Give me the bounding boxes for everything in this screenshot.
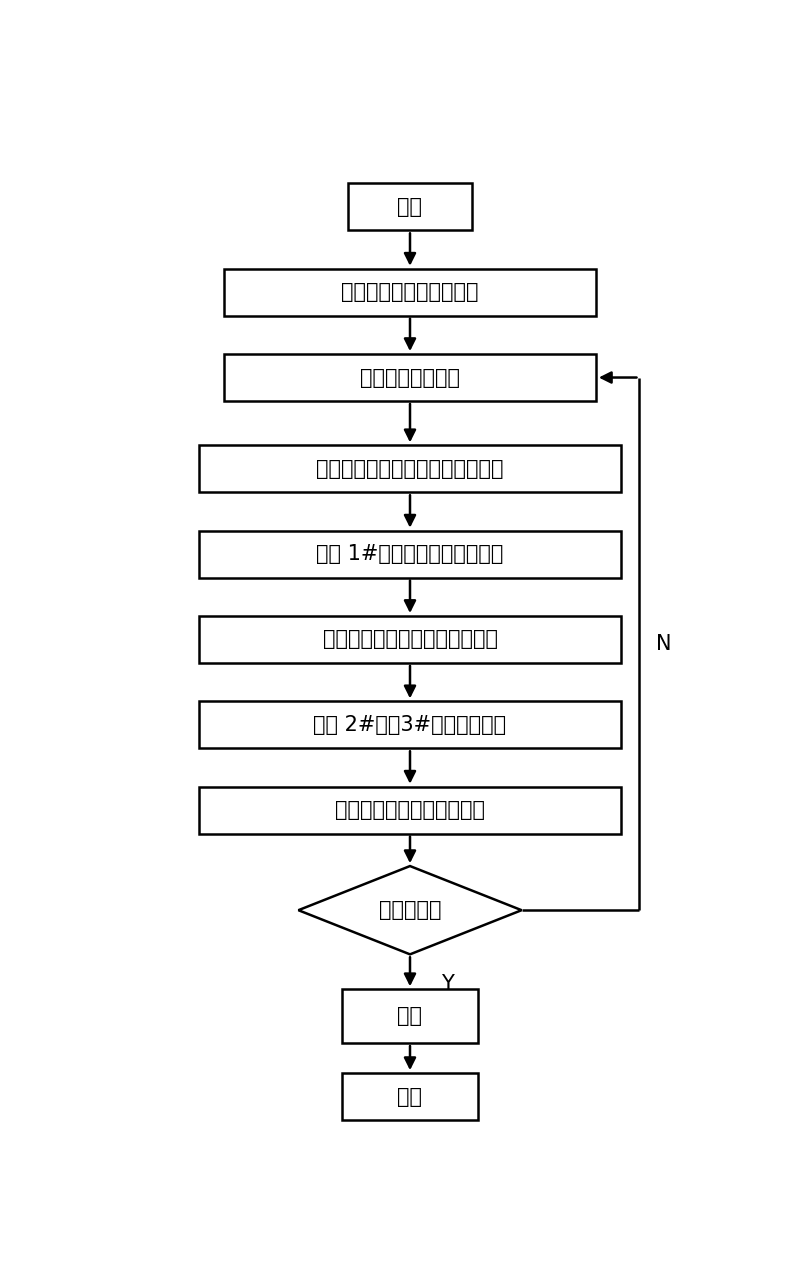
Text: 调用基于浪形缺陷的参数预测模块: 调用基于浪形缺陷的参数预测模块 xyxy=(316,459,504,479)
Text: 调用基于翘曲缺陷的参数预测模: 调用基于翘曲缺陷的参数预测模 xyxy=(322,629,498,650)
Text: 输出: 输出 xyxy=(398,1006,422,1026)
Bar xyxy=(199,445,621,492)
Bar xyxy=(199,530,621,577)
Text: 代入求解总延伸率求解模型: 代入求解总延伸率求解模型 xyxy=(335,800,485,820)
Bar xyxy=(224,269,596,316)
Text: N: N xyxy=(657,634,672,654)
Bar xyxy=(199,615,621,662)
Bar xyxy=(342,989,478,1043)
Bar xyxy=(342,1073,478,1120)
Text: Y: Y xyxy=(441,973,454,994)
Bar xyxy=(224,354,596,401)
Polygon shape xyxy=(298,866,522,954)
Text: 结束: 结束 xyxy=(398,1087,422,1107)
Text: 是否符合？: 是否符合？ xyxy=(378,901,442,920)
Bar xyxy=(199,786,621,833)
Bar xyxy=(199,701,621,748)
Bar xyxy=(348,183,472,231)
Text: 开始: 开始 xyxy=(398,197,422,217)
Text: 确定 1#辊、张应力的预设定值: 确定 1#辊、张应力的预设定值 xyxy=(316,544,504,564)
Text: 确定 2#辊、3#辊的预设定值: 确定 2#辊、3#辊的预设定值 xyxy=(314,715,506,735)
Text: 读入带钢材质、规格参数: 读入带钢材质、规格参数 xyxy=(342,282,478,302)
Text: 确定带钢浪形大小: 确定带钢浪形大小 xyxy=(360,367,460,387)
